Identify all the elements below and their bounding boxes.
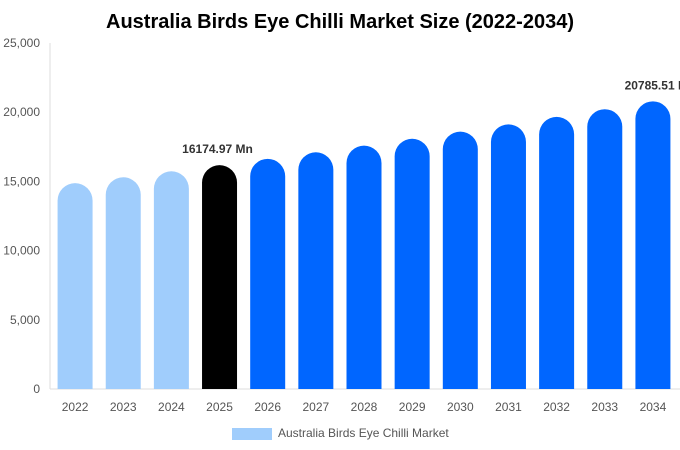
x-tick-label: 2028 [351, 400, 378, 414]
bar-2022 [57, 183, 93, 389]
bar-2026 [250, 158, 286, 389]
y-tick-label: 10,000 [3, 244, 40, 258]
x-tick-label: 2033 [591, 400, 618, 414]
x-tick-label: 2026 [254, 400, 281, 414]
x-tick-label: 2031 [495, 400, 522, 414]
data-label: 16174.97 Mn [182, 142, 253, 156]
bar-2032 [539, 116, 575, 389]
x-tick-label: 2023 [110, 400, 137, 414]
y-tick-label: 0 [33, 382, 40, 396]
x-tick-label: 2025 [206, 400, 233, 414]
bar-2029 [394, 138, 430, 389]
y-tick-label: 25,000 [3, 36, 40, 50]
bar-2024 [153, 171, 189, 389]
chart-title: Australia Birds Eye Chilli Market Size (… [106, 11, 574, 33]
data-label: 20785.51 Mn [625, 78, 680, 92]
bar-2028 [346, 145, 382, 389]
x-tick-label: 2024 [158, 400, 185, 414]
legend-swatch [232, 428, 272, 440]
x-tick-label: 2022 [62, 400, 89, 414]
y-tick-label: 15,000 [3, 174, 40, 188]
bar-2033 [587, 109, 623, 390]
bar-2030 [442, 131, 478, 389]
bar-2031 [490, 124, 526, 389]
x-tick-label: 2029 [399, 400, 426, 414]
x-tick-label: 2027 [302, 400, 329, 414]
x-tick-label: 2034 [640, 400, 667, 414]
x-tick-label: 2032 [543, 400, 570, 414]
bar-2023 [105, 177, 141, 389]
y-tick-label: 20,000 [3, 105, 40, 119]
y-tick-label: 5,000 [10, 313, 40, 327]
bar-2027 [298, 152, 334, 389]
x-tick-label: 2030 [447, 400, 474, 414]
bar-2034 [635, 101, 671, 389]
legend-label: Australia Birds Eye Chilli Market [278, 426, 449, 440]
bar-2025 [202, 165, 238, 389]
